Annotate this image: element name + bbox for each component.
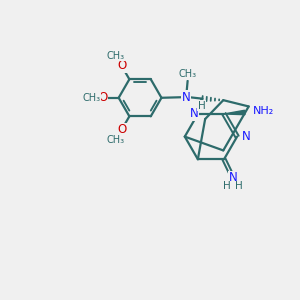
Text: H: H [223,181,231,191]
Text: NH₂: NH₂ [253,106,274,116]
Text: CH₃: CH₃ [106,135,125,145]
Text: H: H [197,101,205,111]
Text: CH₃: CH₃ [82,93,100,103]
Text: CH₃: CH₃ [178,69,197,79]
Text: O: O [117,59,126,72]
Text: H: H [235,181,243,191]
Text: CH₃: CH₃ [106,51,125,61]
Polygon shape [224,110,245,115]
Text: N: N [190,107,199,121]
Text: O: O [99,91,108,104]
Text: N: N [242,130,250,143]
Text: O: O [117,123,126,136]
Text: N: N [182,91,190,104]
Text: N: N [229,171,237,184]
